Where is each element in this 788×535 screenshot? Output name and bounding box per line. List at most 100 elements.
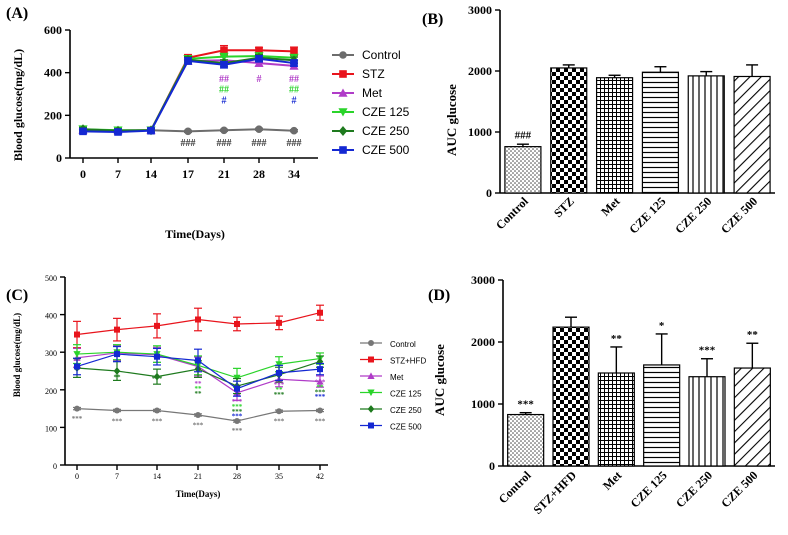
chart-a-legend-label: CZE 500: [362, 143, 410, 157]
chart-c-series-cze-500-point: [234, 385, 240, 392]
chart-a-series-control-point: [290, 126, 298, 135]
chart-a-significance-label: ##: [219, 85, 229, 96]
chart-a-series-cze-125-point: [219, 52, 229, 62]
chart-c-series-stz-hfd-point: [317, 309, 323, 316]
chart-c-series-stz-hfd-point: [195, 316, 201, 323]
chart-b-x-tick-label: CZE 125: [626, 194, 668, 236]
chart-c-series-control-point: [114, 407, 120, 414]
chart-a-y-tick-label: 200: [44, 108, 62, 122]
chart-c-significance-label: ***: [72, 415, 83, 423]
chart-a-series-cze-500-point: [114, 128, 122, 136]
chart-b-panel-label: (B): [422, 11, 443, 28]
chart-a-legend-label: Met: [362, 86, 383, 100]
chart-c-significance-label: **: [317, 383, 325, 391]
chart-a-legend-label: CZE 250: [362, 124, 410, 138]
chart-c-y-tick-label: 200: [45, 387, 57, 396]
chart-c-x-tick-label: 21: [194, 472, 202, 481]
chart-b-y-tick-label: 0: [486, 186, 492, 200]
chart-c-significance-label: ***: [232, 398, 243, 406]
chart-d-panel-label: (D): [428, 287, 450, 304]
chart-a-series-cze-500-line: [82, 57, 295, 133]
chart-a-legend-marker: [338, 126, 348, 136]
chart-c-series-stz-hfd-point: [74, 331, 80, 338]
chart-a-significance-label: #: [222, 95, 227, 106]
chart-a-significance-label: ###: [217, 138, 232, 149]
chart-a-panel-label: (A): [6, 5, 28, 22]
chart-c-series-control-point: [195, 411, 201, 418]
chart-c-series-cze-500-point: [276, 369, 282, 376]
chart-d-bar: [688, 376, 726, 467]
chart-d-y-tick-label: 1000: [471, 397, 495, 411]
chart-a-series-cze-500-point: [147, 126, 155, 135]
chart-c-series-cze-500-point: [154, 353, 160, 360]
chart-a-legend-label: Control: [362, 48, 401, 62]
chart-c-x-tick-label: 14: [153, 472, 161, 481]
chart-a-significance-label: ###: [252, 138, 267, 149]
chart-c-significance-label: **: [195, 390, 203, 398]
chart-a-series-met-point: [254, 58, 264, 67]
chart-a-series-cze-500-point: [79, 127, 87, 136]
chart-b-x-tick-label: Met: [598, 194, 623, 219]
chart-a-legend-marker: [339, 51, 347, 59]
chart-a-series-cze-125-line: [82, 55, 295, 132]
chart-b-x-tick-label: Control: [493, 194, 531, 232]
chart-a-y-tick-label: 400: [44, 66, 62, 80]
chart-c-y-tick-label: 0: [53, 462, 57, 471]
chart-d-significance-label: **: [747, 329, 759, 341]
chart-d-y-tick-label: 3000: [471, 273, 495, 287]
chart-b-y-tick-label: 3000: [468, 3, 492, 17]
chart-b-bar: [595, 77, 634, 194]
chart-b-y-tick-label: 1000: [468, 125, 492, 139]
chart-c-significance-label: ***: [315, 393, 326, 401]
chart-c-series-cze-250-point: [153, 372, 161, 381]
chart-b-bar: [687, 75, 725, 194]
chart-c-significance-label: ***: [232, 427, 243, 435]
chart-c-significance-label: ***: [232, 408, 243, 416]
chart-c-x-label: Time(Days): [176, 489, 221, 499]
chart-a-x-tick-label: 0: [80, 167, 86, 181]
chart-c-legend-label: Met: [390, 373, 404, 382]
chart-c-significance-label: **: [114, 374, 122, 382]
chart-b-bar: [733, 75, 771, 194]
chart-c-legend-label: CZE 125: [390, 390, 422, 399]
chart-c-series-stz-hfd-point: [114, 326, 120, 333]
chart-a-series-met-line: [82, 59, 295, 132]
chart-d-bar: [733, 367, 771, 467]
chart-b-x-tick-label: STZ: [551, 194, 577, 220]
chart-a-y-tick-label: 600: [44, 23, 62, 37]
chart-c-legend-label: CZE 250: [390, 406, 422, 415]
chart-c-series-control-point: [154, 407, 160, 414]
chart-c-series-cze-500-point: [74, 363, 80, 370]
chart-c-significance-label: ***: [274, 391, 285, 399]
chart-c-significance-label: ***: [315, 379, 326, 387]
chart-c-series-cze-250-point: [113, 367, 121, 375]
chart-b-y-tick-label: 2000: [468, 64, 492, 78]
chart-d-significance-label: *: [659, 320, 665, 332]
chart-d-x-tick-label: CZE 500: [718, 468, 760, 510]
chart-a-x-tick-label: 28: [253, 167, 265, 181]
chart-b-x-tick-label: CZE 250: [672, 194, 714, 236]
chart-a-legend-marker: [339, 146, 347, 154]
chart-a-x-tick-label: 14: [145, 167, 157, 181]
chart-c-series-cze-500-point: [317, 366, 323, 373]
chart-d-significance-label: ***: [517, 399, 534, 411]
chart-c-series-cze-500-point: [195, 357, 201, 364]
chart-a-series-cze-500-point: [290, 59, 298, 67]
chart-b-bar: [504, 146, 542, 194]
chart-a-series-stz-point: [220, 46, 228, 55]
chart-a-significance-label: ##: [289, 74, 299, 85]
chart-c-significance-label: ***: [193, 421, 204, 429]
chart-a-series-cze-500-point: [220, 60, 228, 69]
chart-c-legend-marker: [368, 422, 374, 429]
chart-c-significance-label: ***: [112, 418, 123, 426]
chart-a-series-stz-point: [255, 46, 263, 55]
chart-a-x-tick-label: 17: [182, 167, 194, 181]
chart-c-x-tick-label: 7: [115, 472, 119, 481]
chart-c-significance-label: ***: [232, 413, 243, 421]
chart-b-y-label: AUC glucose: [444, 84, 459, 156]
chart-c-series-stz-hfd-point: [234, 321, 240, 327]
chart-a-series-control-point: [220, 126, 228, 135]
chart-a-series-cze-500-point: [184, 57, 192, 65]
chart-c-significance-label: **: [276, 386, 284, 394]
chart-b-x-tick-label: CZE 500: [718, 194, 760, 236]
